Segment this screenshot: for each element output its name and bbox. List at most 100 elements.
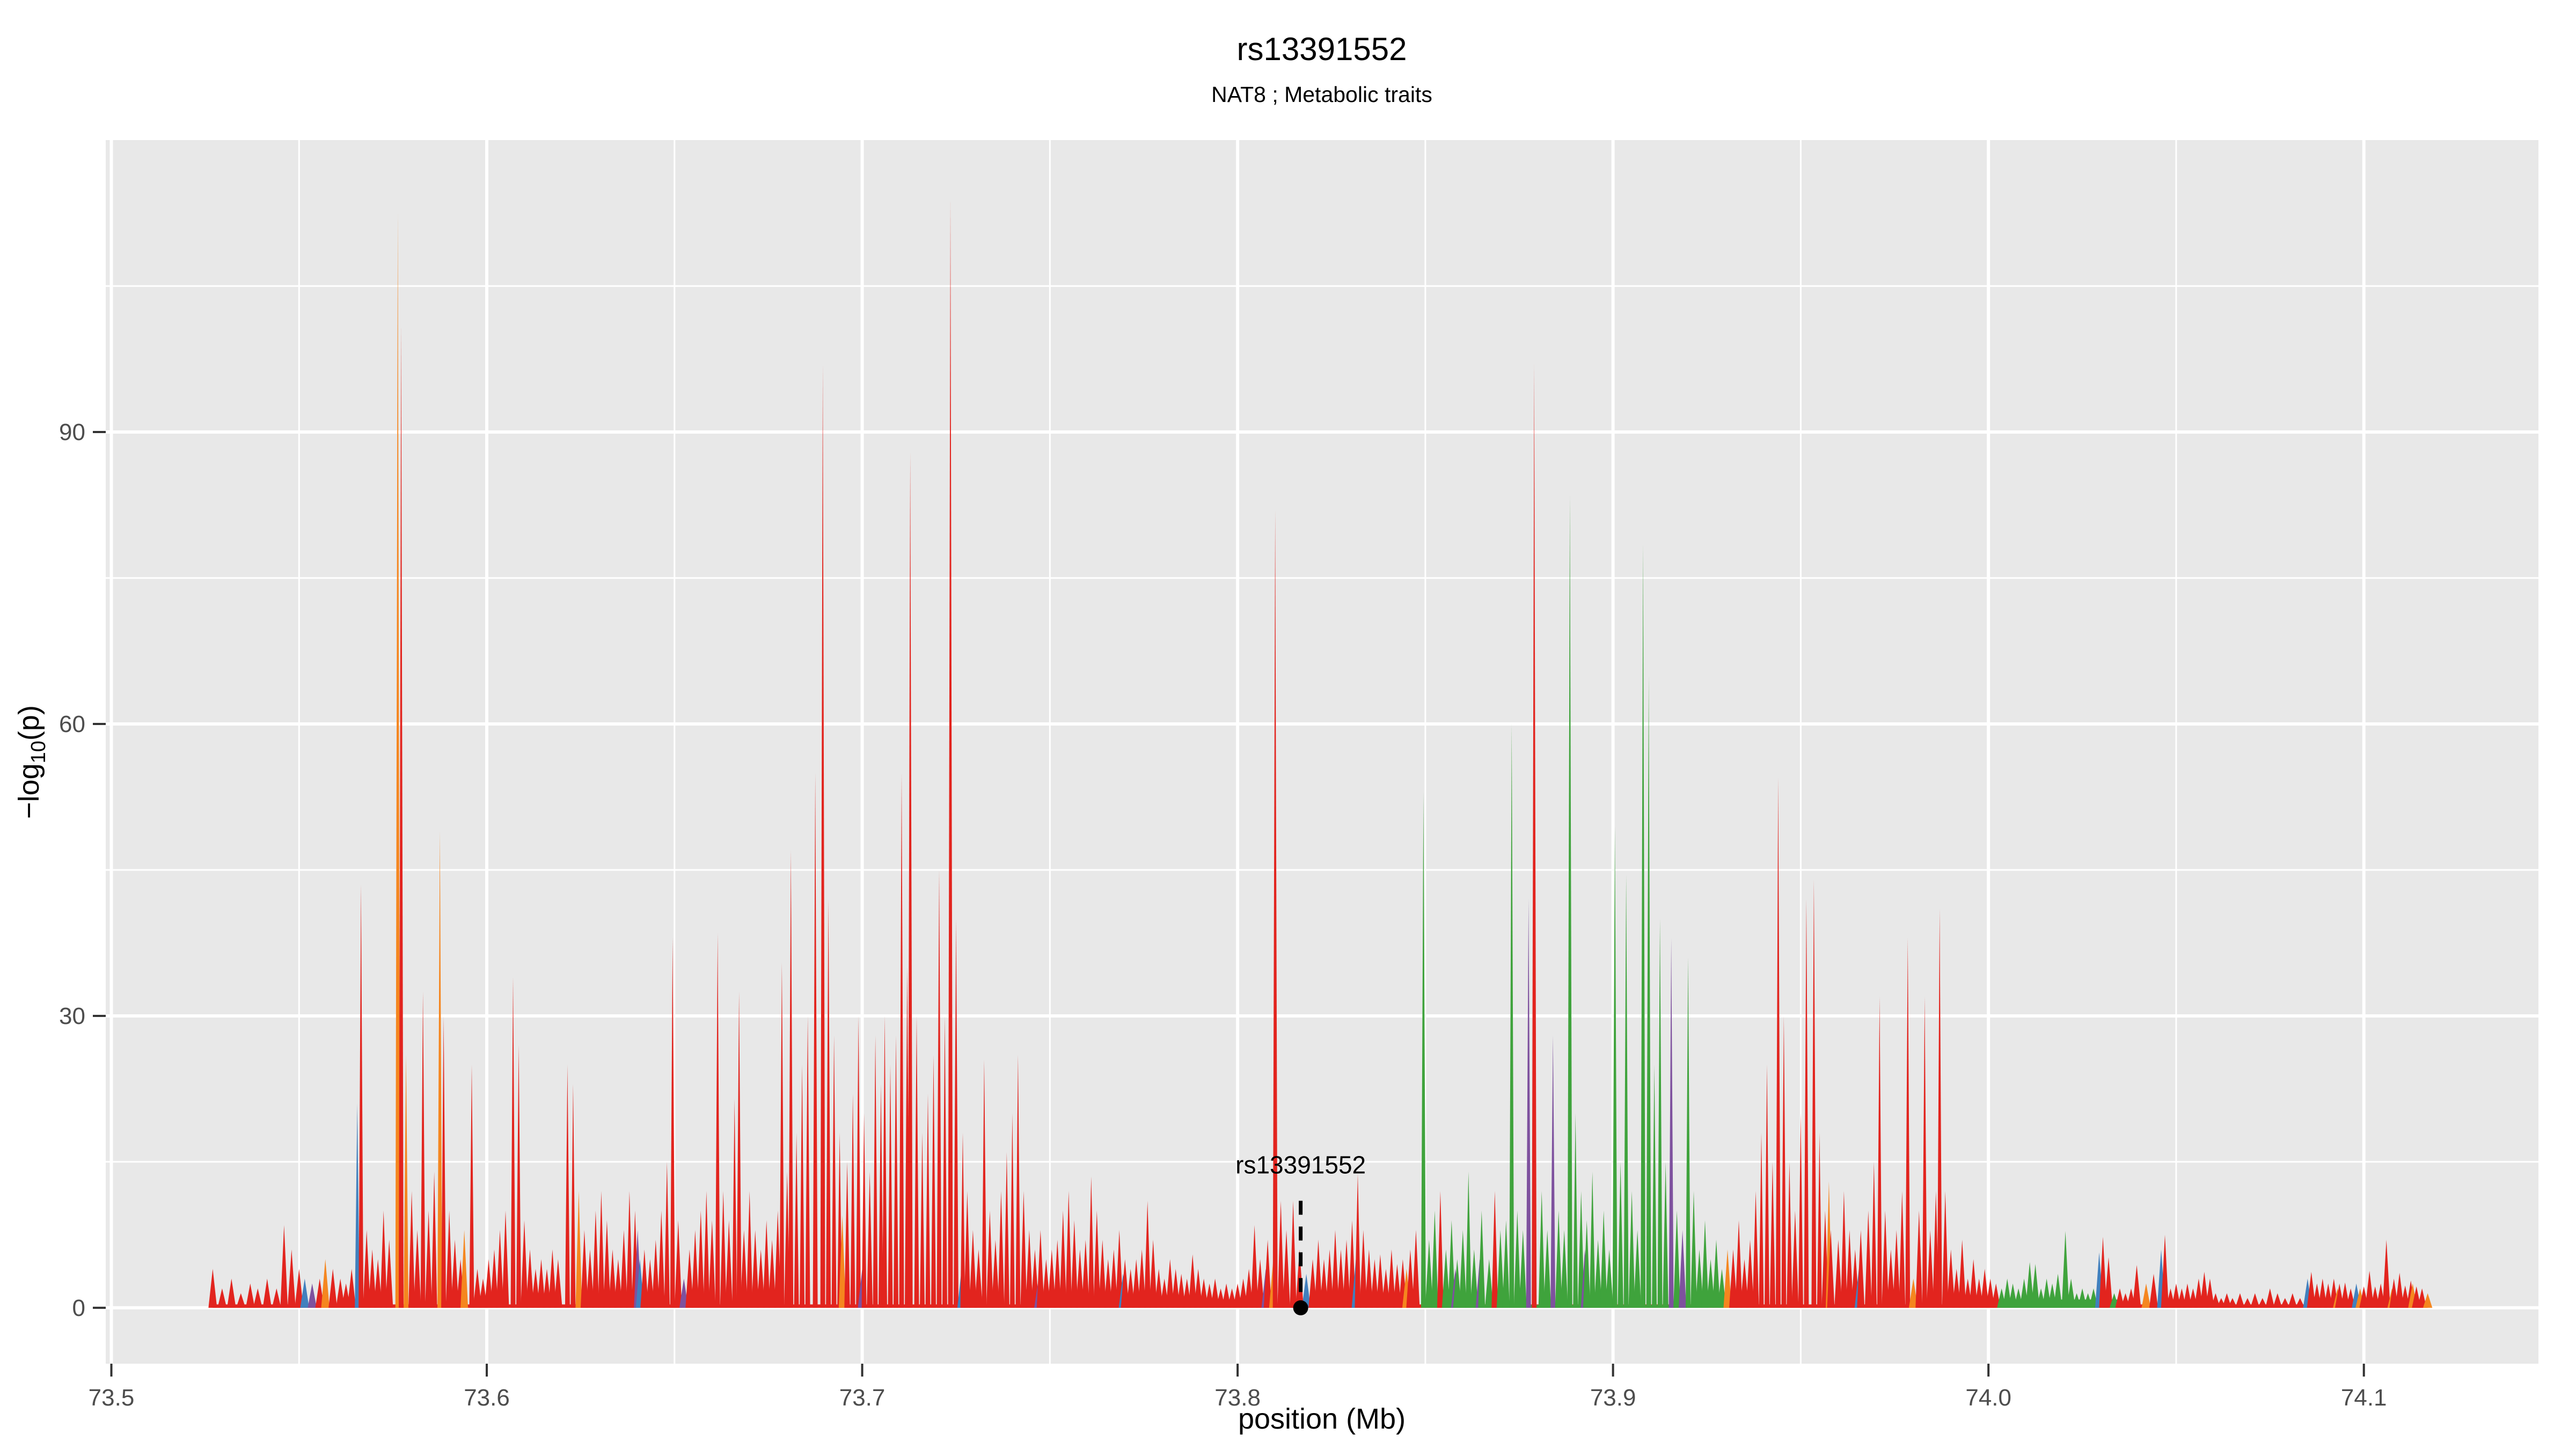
spike [227,1278,236,1308]
spike [1478,1210,1485,1308]
spike [620,1230,628,1308]
y-tick-label: 0 [72,1295,85,1321]
spike [1723,1249,1732,1308]
spike [1331,1230,1339,1308]
spike [2200,1271,2209,1308]
spike [1132,1259,1140,1308]
spike [936,869,942,1308]
spike [1668,938,1674,1308]
spike [1578,1191,1585,1308]
spike [1623,875,1629,1308]
spike [1804,899,1809,1308]
spike [1798,1113,1803,1308]
spike [1827,1230,1835,1308]
spike [664,1161,670,1308]
spike [1695,1249,1703,1308]
spike [1634,1230,1642,1308]
spike [736,991,742,1308]
spike [1600,1210,1607,1308]
spike [531,1269,540,1308]
spike [931,1055,936,1308]
spike [1991,1283,2001,1308]
spike [1543,1230,1552,1308]
spike [1942,1191,1949,1308]
spike [1519,1230,1527,1308]
spike [986,1210,993,1308]
spike [1538,1191,1545,1308]
x-tick-label: 74.0 [1965,1385,2011,1411]
spike [873,1035,878,1308]
spike [554,1259,562,1308]
spike [272,1288,281,1308]
spike [1485,1259,1494,1308]
spike [2042,1278,2051,1308]
spike [856,1015,861,1308]
x-tick-label: 73.9 [1590,1385,1636,1411]
spike [1272,510,1278,1308]
spike [521,1220,528,1308]
spike [543,1269,551,1308]
spike [826,899,831,1308]
spike [2417,1288,2427,1308]
spike [2280,1298,2290,1308]
spike [300,1278,309,1308]
spike [2115,1288,2125,1308]
spike [404,1055,409,1308]
spike [763,1220,770,1308]
spike [1314,1240,1322,1308]
spike [1149,1240,1157,1308]
spike [1020,1191,1027,1308]
spike [1834,1240,1842,1308]
spike [725,1220,733,1308]
spike [1459,1230,1467,1308]
spike [1746,1240,1754,1308]
spike [2258,1298,2267,1308]
spike [614,1259,623,1308]
spike [861,1113,867,1308]
spike [2250,1293,2260,1308]
spike [697,1210,705,1308]
y-axis-title-part: 10 [27,741,50,763]
spike [1886,1249,1895,1308]
spike [838,1215,846,1308]
spike-series [208,198,2433,1308]
spike [1491,1191,1498,1308]
spike [1412,1230,1420,1308]
spike [2002,1278,2012,1308]
spike [1099,1240,1107,1308]
spike [1453,1259,1462,1308]
spike [484,1259,493,1308]
spike [1470,1249,1479,1308]
spike [1048,1249,1056,1308]
spike [1605,1249,1614,1308]
spike [262,1278,272,1308]
spike [974,1249,983,1308]
plot-title: rs13391552 [1237,31,1407,67]
spike [768,1240,776,1308]
spike [831,1035,837,1308]
spike [2295,1298,2305,1308]
spike [1171,1269,1180,1308]
spike [751,1230,759,1308]
spike [374,1259,382,1308]
spike [1256,1259,1264,1308]
spike [502,1210,509,1308]
spike [2008,1283,2017,1308]
spike [1355,1173,1361,1308]
spike [548,1249,557,1308]
spike [813,772,818,1308]
spike [1421,792,1426,1308]
spike [1081,1240,1089,1308]
spike [1846,1230,1854,1308]
spike [788,850,794,1308]
spike [1905,938,1911,1308]
spike [1628,1191,1635,1308]
spike [703,1191,710,1308]
spike [1166,1259,1174,1308]
spike [652,1240,660,1308]
spike [1926,1230,1934,1308]
spike [1899,1191,1906,1308]
spike [1958,1240,1966,1308]
spike [626,1191,633,1308]
spike [899,772,904,1308]
